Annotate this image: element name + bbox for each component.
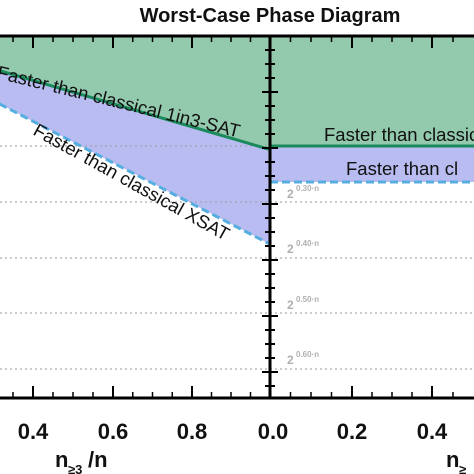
y-level-label: 2 xyxy=(287,298,294,312)
x-axis-label: n ≥3 /n xyxy=(55,447,108,474)
left-1in3-region xyxy=(0,36,270,150)
xtick-label: 0.0 xyxy=(258,419,289,444)
left-xtick-labels: 0.4 0.6 0.8 0.0 xyxy=(18,419,289,444)
right-1in3-region xyxy=(270,36,474,146)
label-faster-than-cl: Faster than cl xyxy=(346,158,458,179)
y-level-label: 2 xyxy=(287,353,294,367)
xtick-label: 0.6 xyxy=(98,419,129,444)
y-level-exponent: 0.50·n xyxy=(296,295,319,304)
left-1in3-boundary xyxy=(0,69,270,152)
xlabel-main: n xyxy=(55,447,68,472)
right-xlabel-subscript: ≥ xyxy=(459,462,466,474)
y-level-exponent: 0.30·n xyxy=(296,184,319,193)
xtick-label: 0.4 xyxy=(417,419,448,444)
xlabel-subscript: ≥3 xyxy=(68,462,82,474)
right-panel: Faster than classic Faster than cl 2 0.30… xyxy=(270,36,474,370)
y-level-exponent: 0.60·n xyxy=(296,350,319,359)
y-level-exponent: 0.40·n xyxy=(296,239,319,248)
left-xsat-boundary xyxy=(0,102,270,246)
left-panel: Faster than classical 1in3-SAT Faster th… xyxy=(0,36,270,370)
chart-title: Worst-Case Phase Diagram xyxy=(140,5,401,27)
axes-frame xyxy=(0,34,474,400)
right-xlabel-main: n xyxy=(446,447,459,472)
label-faster-than-classic: Faster than classic xyxy=(324,124,474,145)
y-level-labels: 2 0.30·n2 0.40·n2 0.50·n2 0.60·n xyxy=(287,184,319,367)
xtick-label: 0.4 xyxy=(18,419,49,444)
right-xsat-region xyxy=(270,146,474,182)
left-xsat-region xyxy=(0,70,270,245)
xtick-label: 0.8 xyxy=(177,419,208,444)
xtick-label: 0.2 xyxy=(337,419,368,444)
right-x-axis-label: n ≥ xyxy=(446,447,466,474)
y-level-label: 2 xyxy=(287,187,294,201)
right-xtick-labels: 0.2 0.4 xyxy=(337,419,448,444)
left-gridlines xyxy=(0,145,270,370)
xlabel-tail: /n xyxy=(88,447,108,472)
y-level-label: 2 xyxy=(287,242,294,256)
